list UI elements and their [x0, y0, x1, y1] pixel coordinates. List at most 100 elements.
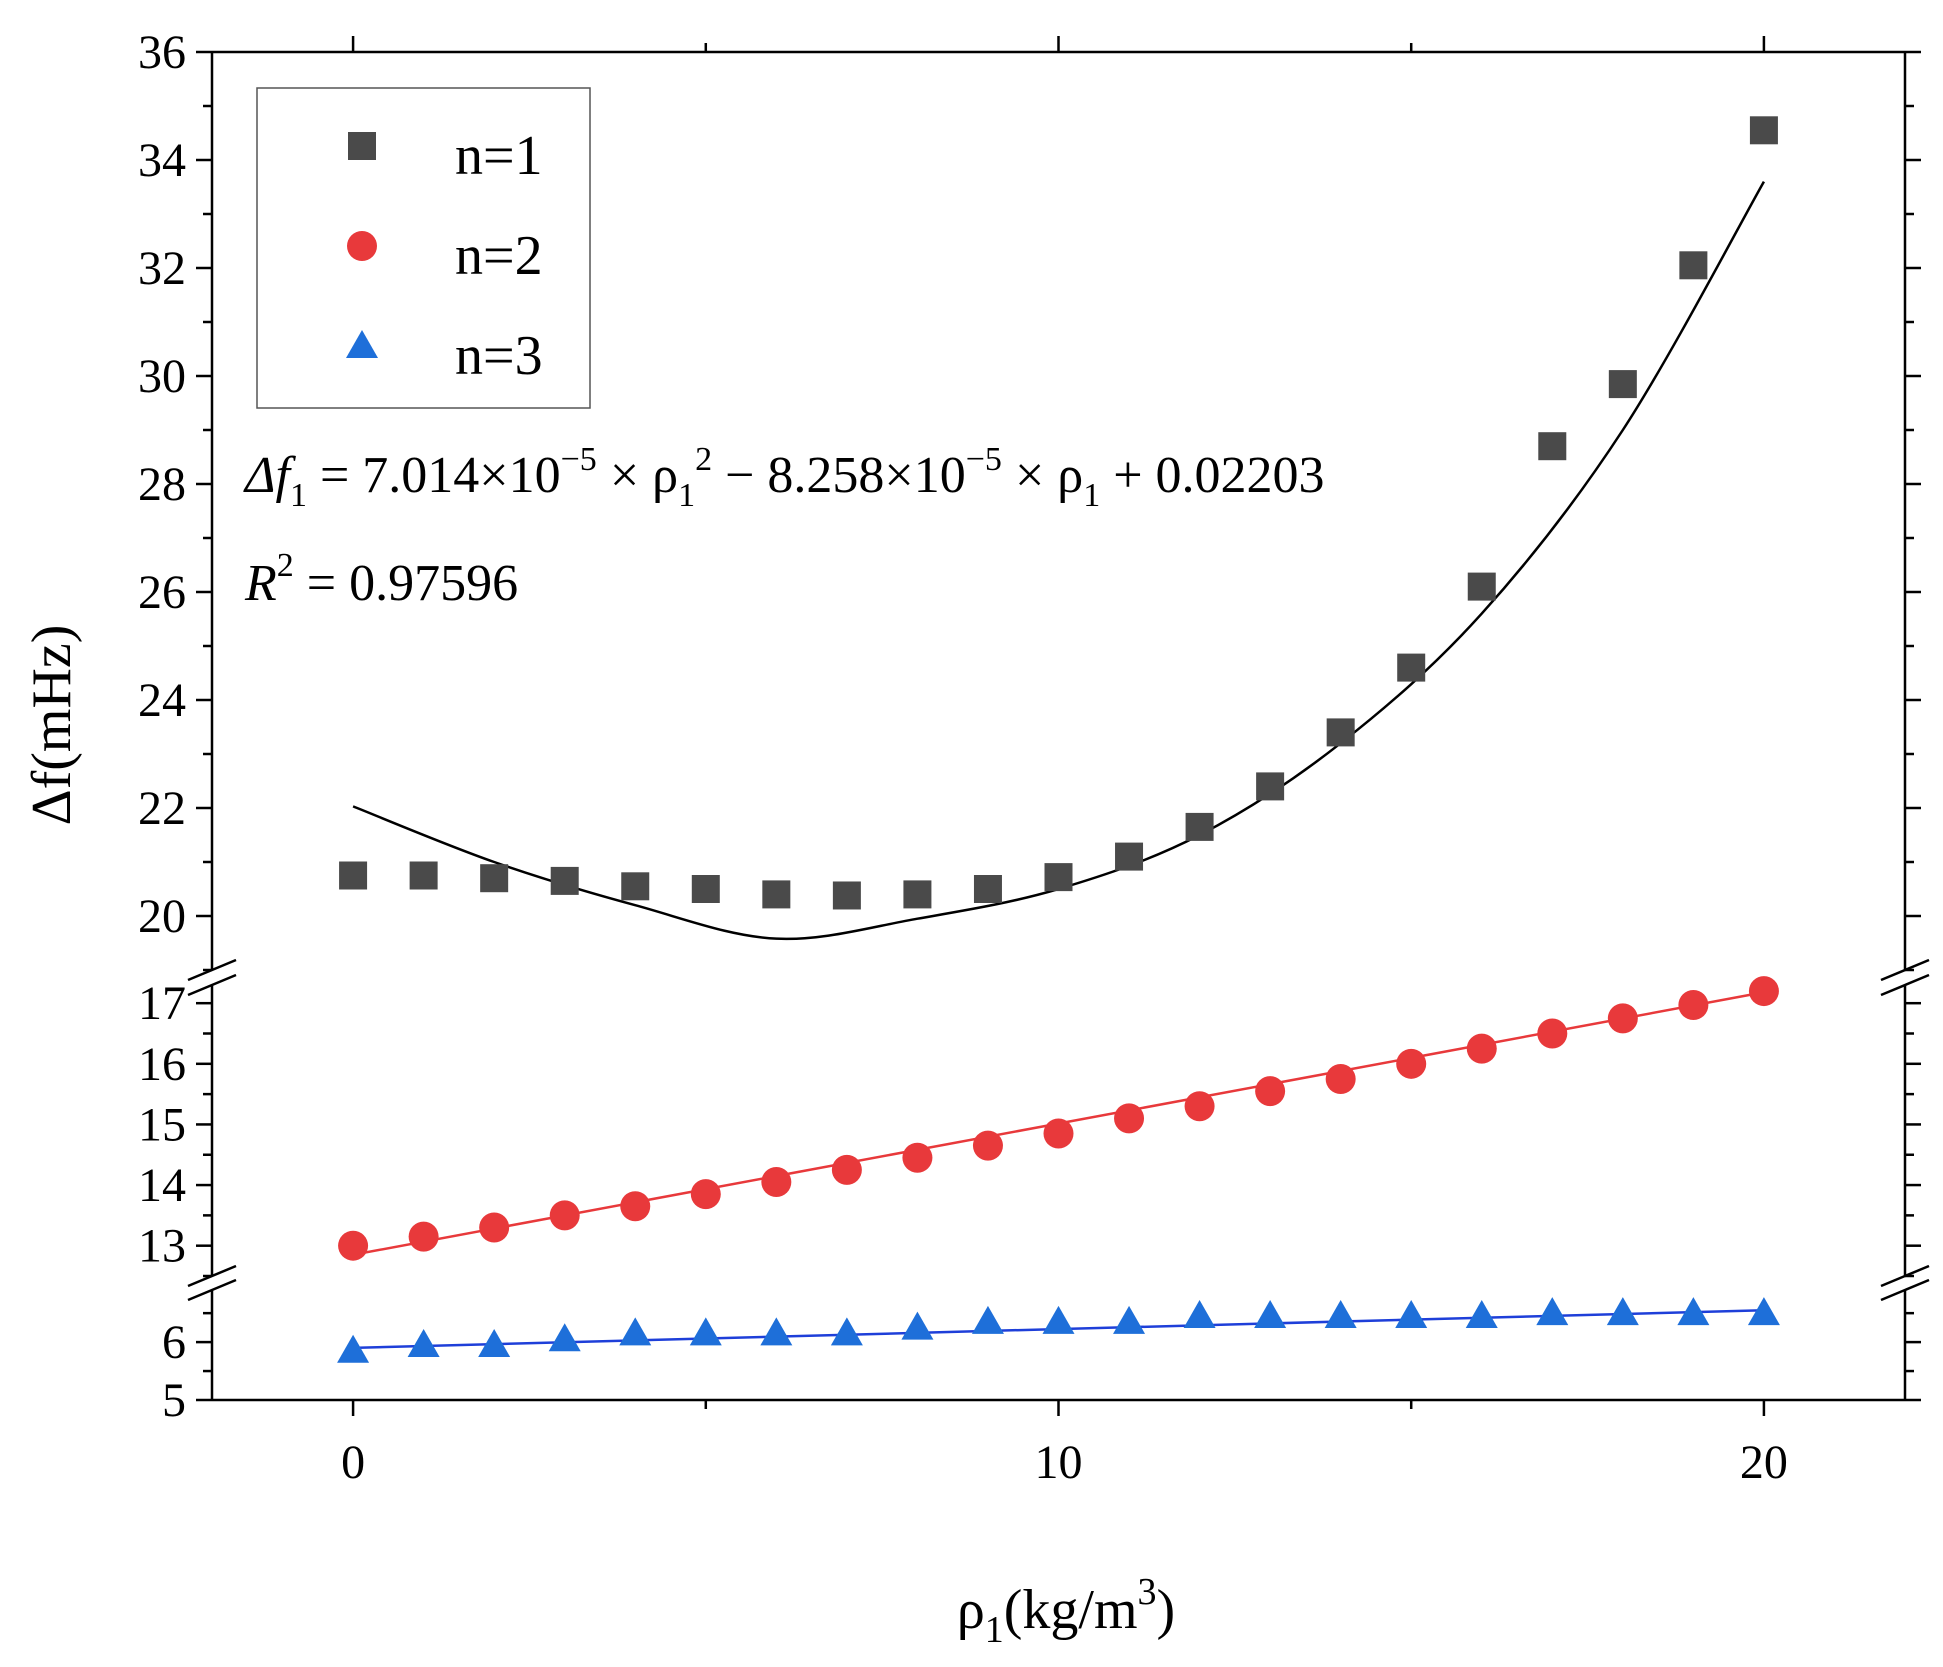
data-point-n3 [1113, 1305, 1146, 1334]
data-point-n3 [1395, 1300, 1428, 1329]
data-point-n3 [1254, 1300, 1287, 1329]
data-point-n2 [1325, 1063, 1356, 1094]
data-point-n2 [761, 1167, 792, 1198]
data-point-n1 [480, 864, 509, 893]
axis-break-mark [1880, 973, 1930, 997]
data-point-n2 [1396, 1048, 1427, 1079]
data-point-n1 [762, 880, 791, 909]
data-point-n1 [1749, 116, 1778, 145]
axis-break-mark [1880, 1264, 1930, 1288]
x-tick-label: 0 [341, 1436, 365, 1489]
y-tick-label: 30 [138, 350, 186, 403]
legend-label-n2: n=2 [455, 225, 543, 287]
data-point-n3 [478, 1329, 511, 1357]
data-point-n2 [1184, 1091, 1215, 1122]
data-point-n3 [548, 1323, 581, 1352]
data-point-n1 [691, 875, 720, 903]
data-point-n2 [620, 1191, 651, 1222]
data-point-n1 [832, 881, 861, 910]
data-markers [337, 116, 1780, 1363]
data-point-n1 [903, 880, 932, 909]
data-point-n3 [1324, 1300, 1357, 1329]
data-point-n1 [1608, 370, 1637, 399]
legend: n=1 n=2 n=3 [256, 87, 591, 409]
data-point-n1 [1679, 251, 1708, 280]
y-tick-label: 13 [138, 1220, 186, 1273]
y-tick-label: 15 [138, 1098, 186, 1151]
legend-marker-n1 [348, 132, 376, 160]
data-point-n1 [1538, 432, 1567, 461]
data-point-n1 [1397, 653, 1426, 682]
data-point-n3 [1677, 1297, 1710, 1326]
axis-break-mark [187, 973, 237, 997]
y-tick-label: 14 [138, 1159, 186, 1212]
data-point-n1 [1326, 718, 1355, 747]
fit-equation: Δf1 = 7.014×10−5 × ρ12 − 8.258×10−5 × ρ1… [243, 441, 1325, 514]
data-point-n3 [689, 1317, 722, 1346]
legend-marker-n3 [346, 330, 378, 358]
legend-marker-n2 [347, 231, 377, 261]
data-point-n3 [901, 1311, 934, 1340]
y-tick-label: 5 [162, 1374, 186, 1427]
data-point-n1 [550, 866, 579, 895]
y-tick-label: 16 [138, 1038, 186, 1091]
tick-labels: 20 22 24 26 28 30 32 34 36 13 14 15 16 17 56 0 10 20 [138, 26, 1788, 1489]
axis-ticks [196, 36, 1921, 1416]
y-tick-label: 20 [138, 890, 186, 943]
data-point-n3 [830, 1317, 863, 1346]
data-point-n2 [972, 1130, 1003, 1161]
x-axis-title: ρ1(kg/m3) [957, 1571, 1175, 1651]
data-point-n2 [1678, 990, 1709, 1021]
legend-label-n1: n=1 [455, 125, 543, 187]
data-point-n2 [549, 1200, 580, 1231]
data-point-n3 [1536, 1297, 1569, 1326]
axis-break-mark [187, 1278, 237, 1302]
data-point-n1 [339, 861, 368, 890]
axis-break-mark [187, 958, 237, 982]
data-point-n1 [1185, 812, 1214, 841]
data-point-n3 [1183, 1300, 1216, 1329]
axis-break-mark [187, 1264, 237, 1288]
fit-line-n1 [352, 180, 1766, 941]
data-point-n3 [1747, 1297, 1780, 1326]
data-point-n2 [1537, 1018, 1568, 1049]
y-tick-label: 24 [138, 674, 186, 727]
y-tick-label: 6 [162, 1316, 186, 1369]
data-point-n2 [338, 1230, 369, 1261]
legend-markers [346, 132, 378, 358]
data-point-n1 [621, 872, 650, 901]
data-point-n3 [337, 1334, 370, 1363]
data-point-n3 [407, 1329, 440, 1357]
legend-label-n3: n=3 [455, 325, 543, 387]
data-point-n2 [1748, 976, 1779, 1007]
y-tick-label: 28 [138, 458, 186, 511]
y-tick-label: 34 [138, 134, 186, 187]
data-point-n1 [409, 861, 438, 890]
data-point-n2 [831, 1154, 862, 1185]
data-point-n3 [1606, 1297, 1639, 1326]
data-point-n1 [1115, 842, 1144, 871]
data-point-n1 [1044, 863, 1073, 892]
data-point-n1 [973, 875, 1002, 903]
data-point-n2 [1114, 1103, 1145, 1134]
data-point-n3 [619, 1317, 652, 1346]
data-point-n2 [1255, 1076, 1286, 1107]
y-tick-label: 17 [138, 977, 186, 1030]
data-point-n2 [690, 1179, 721, 1210]
data-point-n2 [902, 1142, 933, 1173]
data-point-n2 [1607, 1003, 1638, 1034]
data-point-n3 [1042, 1305, 1075, 1334]
axis-breaks [187, 958, 1930, 1302]
y-axis-title: Δf(mHz) [21, 625, 83, 826]
axis-break-mark [1880, 1278, 1930, 1302]
data-point-n2 [1043, 1118, 1074, 1149]
axis-break-mark [1880, 958, 1930, 982]
r-squared: R2 = 0.97596 [244, 547, 518, 612]
data-point-n2 [1466, 1033, 1497, 1064]
data-point-n1 [1256, 772, 1285, 801]
x-tick-label: 10 [1035, 1436, 1083, 1489]
y-tick-label: 32 [138, 242, 186, 295]
data-point-n2 [479, 1212, 510, 1243]
